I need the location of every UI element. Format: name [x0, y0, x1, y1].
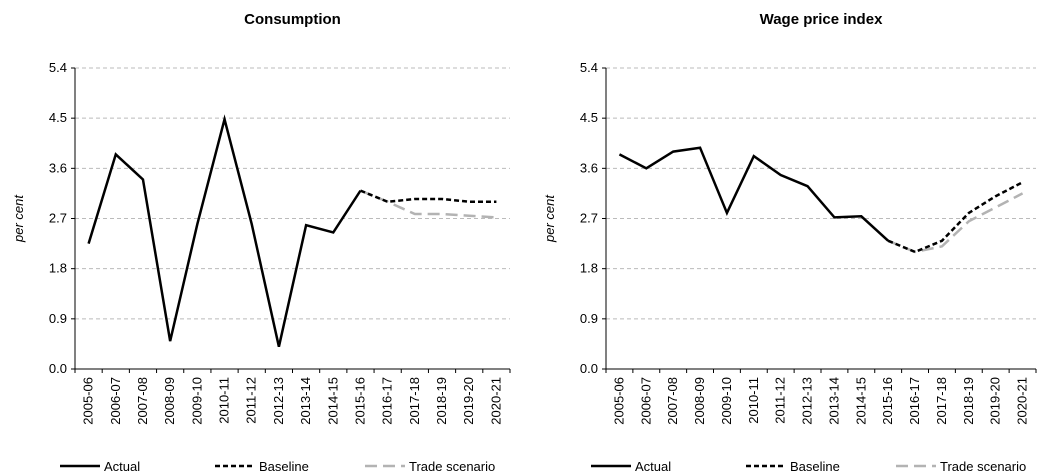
- y-tick-label: 4.5: [49, 110, 67, 125]
- x-tick-label: 2009-10: [189, 377, 204, 425]
- x-tick-label: 2010-11: [746, 377, 761, 424]
- chart: Consumption per cent 0.0 0.9 1.8 2.7 3.6 4.5 5.4…: [11, 11, 511, 474]
- x-tick-label: 2014-15: [325, 377, 340, 425]
- y-axis-label: per cent: [542, 194, 557, 243]
- y-tick-label: 3.6: [580, 160, 598, 175]
- x-tick-label: 2020-21: [488, 377, 503, 425]
- x-tick-label: 2009-10: [719, 377, 734, 425]
- x-tick-label: 2017-18: [407, 377, 422, 425]
- y-tick-label: 3.6: [49, 160, 67, 175]
- x-tick-label: 2006-07: [638, 377, 653, 425]
- x-tick-label: 2013-14: [298, 377, 313, 425]
- x-tick-label: 2016-17: [380, 377, 395, 425]
- x-tick-label: 2018-19: [434, 377, 449, 425]
- x-tick-label: 2012-13: [271, 377, 286, 425]
- line-series: [887, 192, 1024, 254]
- x-tick-label: 2012-13: [800, 377, 815, 425]
- y-tick-label: 1.8: [580, 261, 598, 276]
- x-tick-label: 2016-17: [907, 377, 922, 425]
- legend-label: Trade scenario: [409, 459, 495, 474]
- x-tick-label: 2005-06: [81, 377, 96, 425]
- y-tick-label: 1.8: [49, 261, 67, 276]
- x-tick-label: 2008-09: [692, 377, 707, 425]
- y-tick-label: 4.5: [580, 110, 598, 125]
- x-tick-label: 2015-16: [352, 377, 367, 425]
- line-series: [618, 146, 890, 242]
- x-tick-label: 2011-12: [773, 377, 788, 424]
- x-tick-label: 2015-16: [880, 377, 895, 425]
- y-tick-label: 0.0: [580, 361, 598, 376]
- y-tick-label: 0.0: [49, 361, 67, 376]
- line-series: [359, 189, 497, 204]
- x-tick-label: 2007-08: [135, 377, 150, 425]
- chart: Wage price index per cent 0.0 0.9 1.8 2.7 3.6 4…: [542, 11, 1037, 474]
- x-tick-label: 2013-14: [826, 377, 841, 425]
- legend-label: Actual: [635, 459, 671, 474]
- y-tick-label: 0.9: [580, 311, 598, 326]
- x-tick-label: 2007-08: [665, 377, 680, 425]
- legend-label: Baseline: [790, 459, 840, 474]
- x-tick-label: 2017-18: [934, 377, 949, 425]
- y-tick-label: 5.4: [49, 60, 67, 75]
- y-axis-label: per cent: [11, 194, 26, 243]
- chart-title: Consumption: [244, 11, 341, 28]
- x-tick-label: 2018-19: [961, 377, 976, 425]
- x-tick-label: 2019-20: [461, 377, 476, 425]
- legend-label: Baseline: [259, 459, 309, 474]
- legend-label: Trade scenario: [940, 459, 1026, 474]
- line-series: [87, 114, 362, 347]
- legend-label: Actual: [104, 459, 140, 474]
- x-tick-label: 2020-21: [1015, 377, 1030, 425]
- y-tick-label: 0.9: [49, 311, 67, 326]
- y-tick-label: 2.7: [49, 211, 67, 226]
- x-tick-label: 2005-06: [611, 377, 626, 425]
- x-tick-label: 2019-20: [988, 377, 1003, 425]
- chart-title: Wage price index: [760, 11, 883, 28]
- y-tick-label: 5.4: [580, 60, 598, 75]
- y-tick-label: 2.7: [580, 211, 598, 226]
- x-tick-label: 2008-09: [162, 377, 177, 425]
- x-tick-label: 2014-15: [853, 377, 868, 425]
- x-tick-label: 2010-11: [217, 377, 232, 424]
- x-tick-label: 2006-07: [108, 377, 123, 425]
- x-tick-label: 2011-12: [244, 377, 259, 424]
- line-series: [887, 181, 1024, 254]
- line-series: [359, 189, 497, 219]
